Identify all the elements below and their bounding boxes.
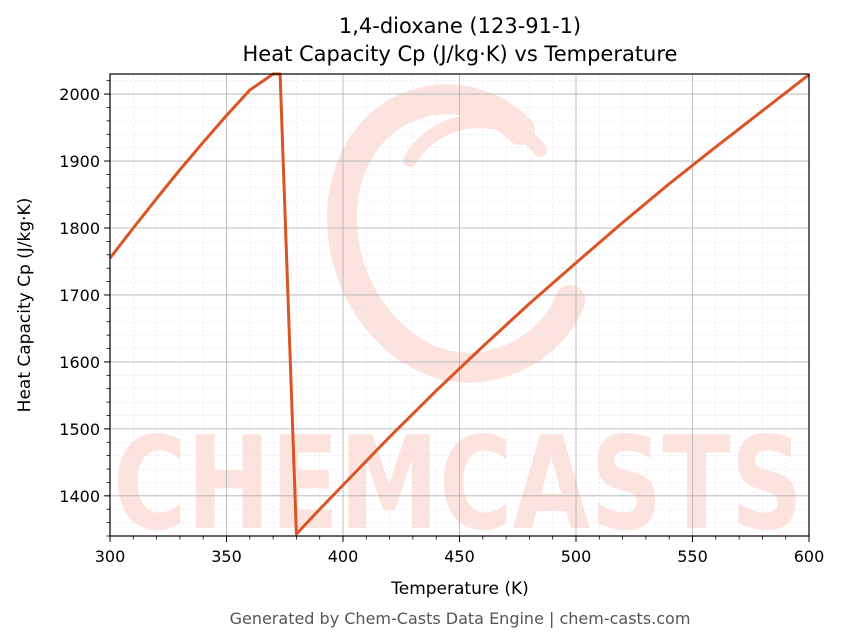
x-tick-label: 300 [95, 547, 126, 566]
y-tick-label: 1700 [59, 286, 100, 305]
x-tick-label: 400 [328, 547, 359, 566]
x-axis-label: Temperature (K) [390, 579, 529, 599]
series-line [108, 72, 810, 536]
chart-title: 1,4-dioxane (123-91-1) [339, 14, 581, 38]
x-tick-label: 600 [794, 547, 825, 566]
y-axis-label: Heat Capacity Cp (J/kg·K) [15, 198, 35, 413]
y-tick-label: 2000 [59, 85, 100, 104]
watermark-logo-arc-inner [403, 114, 547, 167]
y-tick-label: 1500 [59, 420, 100, 439]
watermark-logo-arc [327, 84, 585, 383]
chart-subtitle: Heat Capacity Cp (J/kg·K) vs Temperature [243, 42, 678, 66]
y-tick-label: 1800 [59, 219, 100, 238]
y-tick-label: 1400 [59, 487, 100, 506]
footer-credit: Generated by Chem-Casts Data Engine | ch… [230, 609, 691, 628]
x-axis-ticks: 300 350 400 450 500 550 600 [95, 536, 825, 566]
y-tick-label: 1900 [59, 152, 100, 171]
x-tick-label: 350 [211, 547, 242, 566]
x-tick-label: 450 [444, 547, 475, 566]
x-tick-label: 550 [677, 547, 708, 566]
y-tick-label: 1600 [59, 353, 100, 372]
y-axis-ticks: 1400 1500 1600 1700 1800 1900 2000 [59, 80, 110, 537]
x-tick-label: 500 [561, 547, 592, 566]
watermark-text: CHEMCASTS [113, 410, 803, 559]
watermark: CHEMCASTS [113, 84, 803, 559]
